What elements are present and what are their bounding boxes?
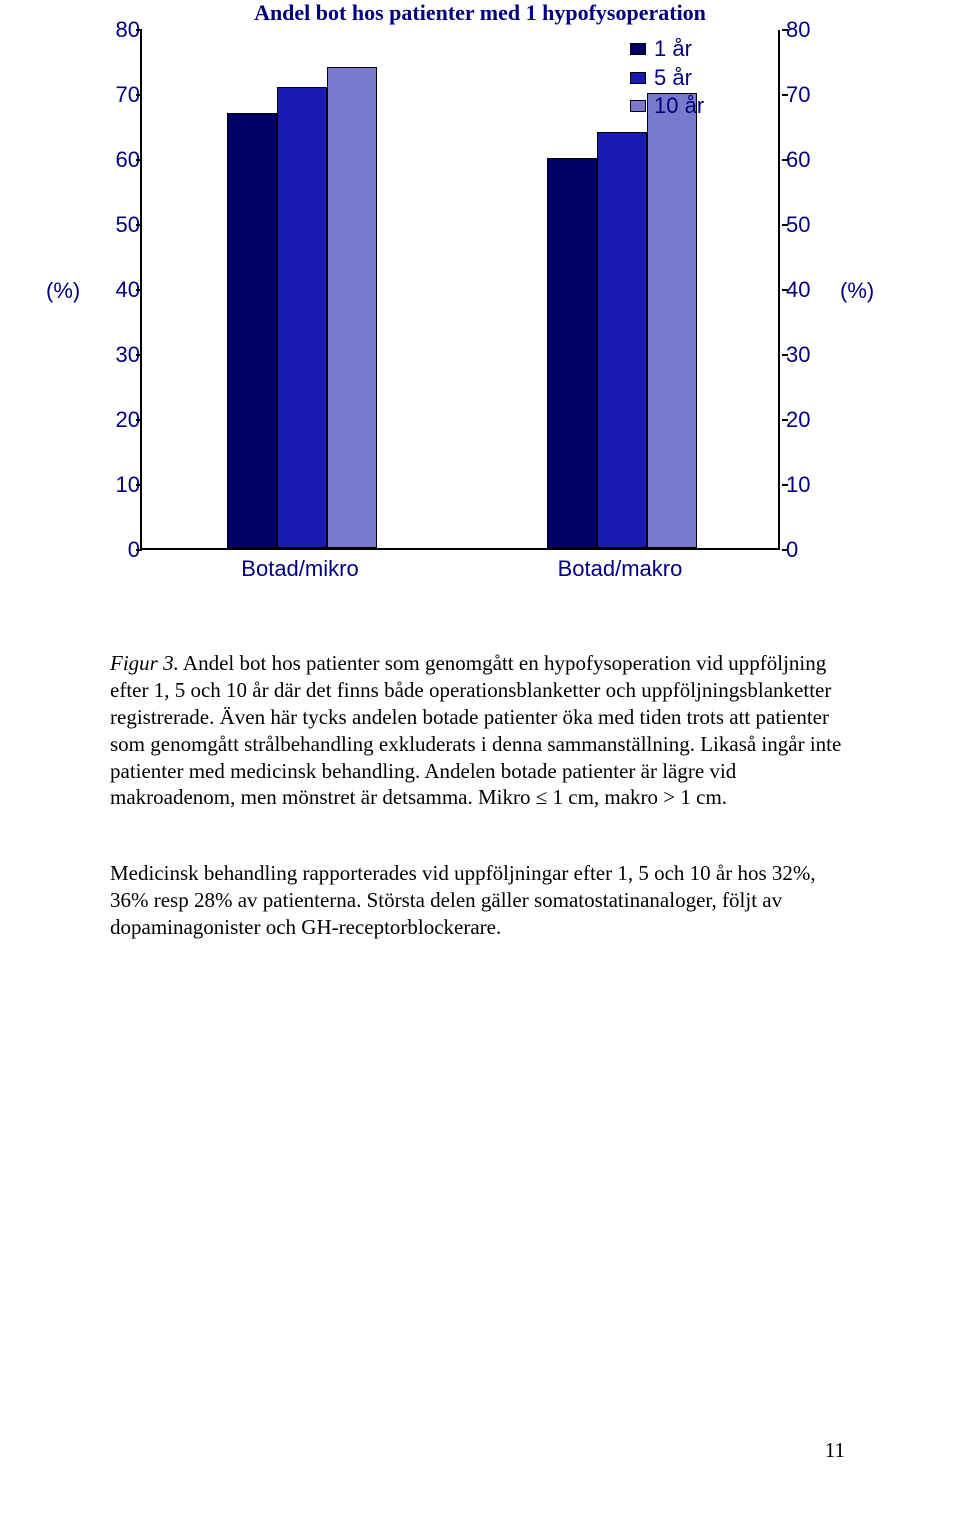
bar <box>647 93 697 548</box>
y-axis-label-right: (%) <box>840 278 874 304</box>
y-tick-label: 10 <box>80 472 140 498</box>
y-tick-mark <box>782 224 788 226</box>
figure-caption: Figur 3. Andel bot hos patienter som gen… <box>110 650 850 811</box>
y-tick-mark <box>136 484 142 486</box>
y-tick-mark <box>136 419 142 421</box>
y-axis-right: 01020304050607080 <box>786 30 846 550</box>
y-tick-mark <box>782 419 788 421</box>
y-tick-label: 30 <box>786 342 846 368</box>
y-tick-label: 80 <box>786 17 846 43</box>
y-tick-mark <box>782 159 788 161</box>
legend-item: 5 år <box>630 64 704 93</box>
body-paragraph-2: Medicinsk behandling rapporterades vid u… <box>110 860 850 941</box>
y-tick-mark <box>136 29 142 31</box>
legend-label: 10 år <box>654 92 704 121</box>
caption-text: Andel bot hos patienter som genomgått en… <box>110 651 841 809</box>
y-tick-mark <box>136 549 142 551</box>
legend-swatch <box>630 43 646 55</box>
bar <box>227 113 277 549</box>
y-tick-mark <box>136 94 142 96</box>
legend-item: 10 år <box>630 92 704 121</box>
y-tick-label: 60 <box>786 147 846 173</box>
bar <box>597 132 647 548</box>
y-axis-left: 01020304050607080 <box>80 30 140 550</box>
bar <box>327 67 377 548</box>
legend-label: 1 år <box>654 35 692 64</box>
y-tick-mark <box>782 549 788 551</box>
legend-swatch <box>630 72 646 84</box>
legend: 1 år5 år10 år <box>630 35 704 121</box>
y-tick-label: 80 <box>80 17 140 43</box>
y-tick-label: 10 <box>786 472 846 498</box>
y-tick-label: 50 <box>80 212 140 238</box>
y-tick-mark <box>136 354 142 356</box>
y-tick-label: 30 <box>80 342 140 368</box>
y-tick-label: 0 <box>786 537 846 563</box>
figure-label: Figur 3. <box>110 651 179 675</box>
legend-swatch <box>630 100 646 112</box>
y-tick-mark <box>782 484 788 486</box>
chart-region: Andel bot hos patienter med 1 hypofysope… <box>70 0 890 600</box>
y-tick-mark <box>136 224 142 226</box>
y-tick-mark <box>782 29 788 31</box>
y-tick-label: 40 <box>80 277 140 303</box>
y-axis-label-left: (%) <box>46 278 80 304</box>
y-tick-label: 0 <box>80 537 140 563</box>
y-tick-mark <box>782 94 788 96</box>
page-number: 11 <box>825 1438 845 1463</box>
y-tick-label: 70 <box>80 82 140 108</box>
y-tick-label: 20 <box>80 407 140 433</box>
legend-item: 1 år <box>630 35 704 64</box>
y-tick-label: 20 <box>786 407 846 433</box>
y-tick-label: 60 <box>80 147 140 173</box>
x-category-label: Botad/mikro <box>140 556 460 582</box>
y-tick-mark <box>136 289 142 291</box>
y-tick-label: 40 <box>786 277 846 303</box>
x-category-label: Botad/makro <box>460 556 780 582</box>
y-tick-mark <box>782 289 788 291</box>
bar <box>277 87 327 549</box>
legend-label: 5 år <box>654 64 692 93</box>
y-tick-label: 50 <box>786 212 846 238</box>
bar <box>547 158 597 548</box>
y-tick-mark <box>782 354 788 356</box>
chart-title: Andel bot hos patienter med 1 hypofysope… <box>70 0 890 26</box>
y-tick-label: 70 <box>786 82 846 108</box>
y-tick-mark <box>136 159 142 161</box>
